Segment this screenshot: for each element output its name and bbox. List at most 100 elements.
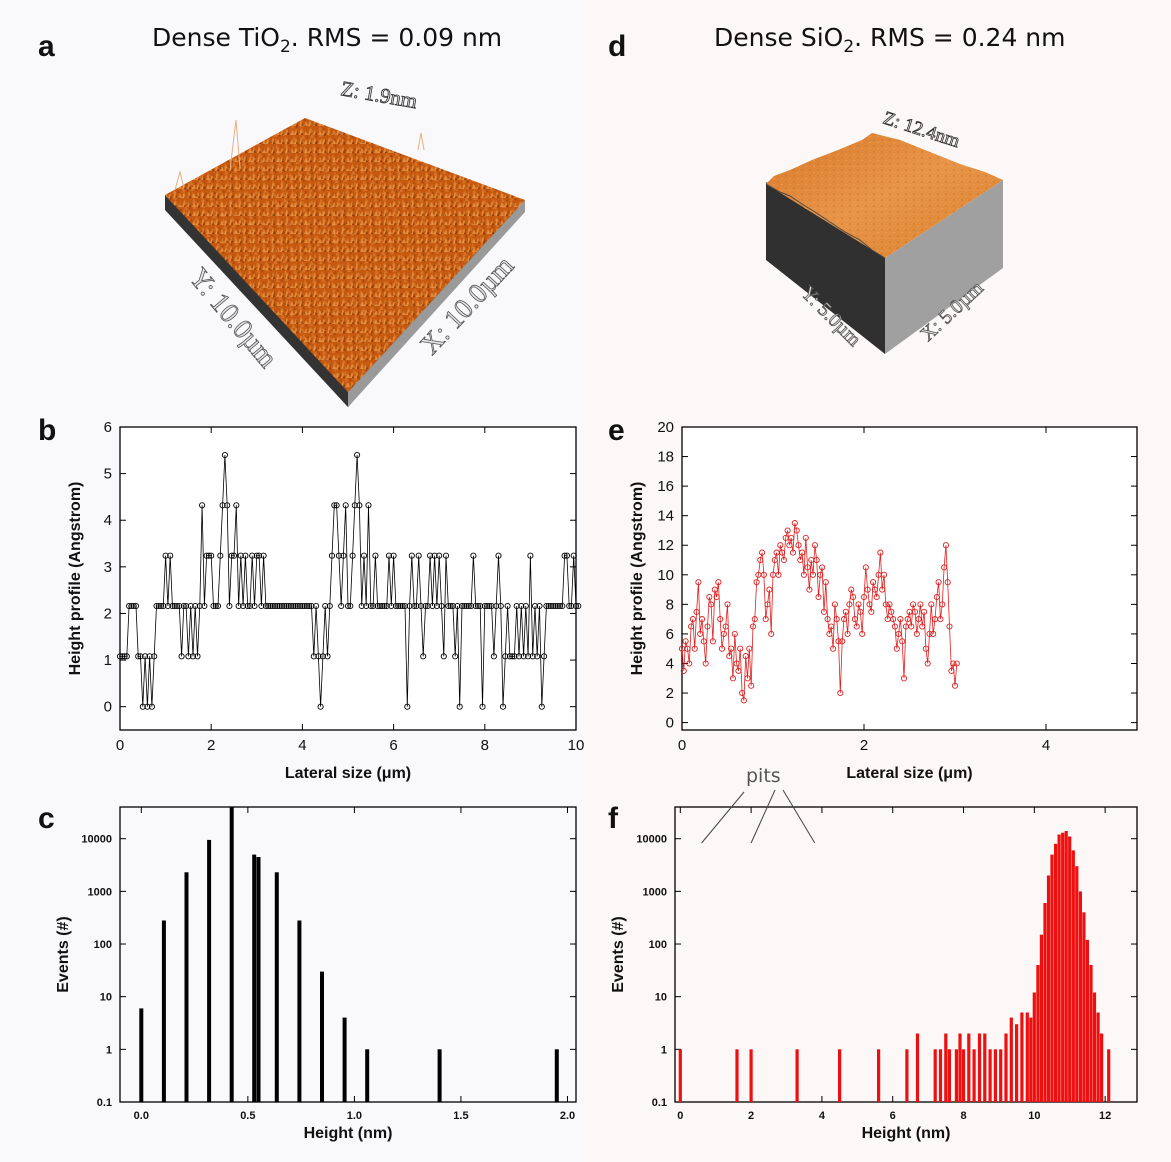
data-point bbox=[515, 653, 523, 660]
data-point bbox=[157, 602, 165, 610]
data-point bbox=[230, 552, 238, 559]
histogram-bar bbox=[274, 872, 279, 1102]
histogram-bar bbox=[207, 839, 212, 1102]
data-point bbox=[420, 653, 427, 660]
histogram-bar bbox=[1043, 903, 1047, 1102]
data-point bbox=[256, 552, 263, 559]
y-tick-label: 3 bbox=[104, 559, 112, 576]
data-point bbox=[189, 653, 197, 660]
histogram-bar bbox=[252, 854, 257, 1102]
data-point bbox=[192, 602, 199, 610]
histogram-bar bbox=[977, 1033, 982, 1102]
data-point bbox=[695, 579, 702, 586]
data-point bbox=[465, 602, 472, 610]
data-point bbox=[326, 602, 333, 610]
data-point bbox=[287, 602, 295, 610]
data-point bbox=[397, 602, 404, 610]
panel-label-a: a bbox=[38, 30, 55, 63]
histogram-bar bbox=[1050, 854, 1054, 1102]
data-point bbox=[258, 602, 265, 610]
data-point bbox=[717, 616, 724, 623]
histogram-bar bbox=[1082, 912, 1086, 1102]
data-point bbox=[331, 502, 338, 509]
x-tick-label: 2 bbox=[748, 1110, 754, 1122]
x-axis-label: Height (nm) bbox=[304, 1125, 393, 1142]
pits-annotation-lines bbox=[701, 789, 816, 844]
data-point bbox=[908, 623, 915, 630]
data-point bbox=[404, 703, 411, 710]
histogram-bar bbox=[1061, 832, 1065, 1102]
data-point bbox=[283, 602, 290, 610]
data-point bbox=[888, 608, 895, 615]
data-point bbox=[917, 601, 924, 608]
data-point bbox=[303, 602, 311, 610]
data-point bbox=[322, 602, 329, 610]
chart-f-height-histogram-sio2: 0 2 4 6 8 10 12 0.1 1 10 100 1000 10000 Height (nm) Ev… bbox=[610, 806, 1138, 1142]
data-point bbox=[693, 608, 700, 615]
data-point bbox=[846, 601, 853, 608]
y-axis-label: Height profile (Angstrom) bbox=[67, 482, 84, 676]
data-point bbox=[146, 653, 153, 660]
y-tick-label: 10 bbox=[655, 992, 667, 1004]
data-point bbox=[733, 660, 740, 667]
data-point bbox=[820, 608, 828, 615]
data-point bbox=[862, 564, 869, 571]
data-point bbox=[445, 602, 452, 610]
data-point bbox=[344, 602, 352, 610]
data-point bbox=[408, 552, 415, 559]
data-point bbox=[828, 623, 835, 630]
data-point bbox=[456, 703, 463, 710]
histogram-bar bbox=[1089, 965, 1093, 1102]
data-point bbox=[240, 602, 247, 610]
data-point bbox=[543, 602, 550, 610]
data-point bbox=[942, 542, 949, 549]
data-point bbox=[833, 616, 840, 623]
data-point bbox=[946, 623, 953, 630]
data-point bbox=[137, 653, 144, 660]
data-point bbox=[840, 616, 848, 623]
data-point bbox=[328, 552, 336, 559]
data-point bbox=[928, 601, 935, 608]
data-point bbox=[310, 653, 317, 660]
data-point bbox=[178, 653, 185, 660]
x-tick-label: 10 bbox=[1028, 1110, 1040, 1122]
data-point bbox=[285, 602, 292, 610]
data-point bbox=[237, 552, 244, 559]
data-point bbox=[760, 571, 767, 578]
data-point bbox=[260, 552, 267, 559]
data-point bbox=[691, 645, 698, 652]
data-point bbox=[381, 602, 388, 610]
data-point bbox=[886, 601, 893, 608]
data-point bbox=[536, 602, 543, 610]
data-point bbox=[495, 552, 502, 559]
histogram-bar bbox=[735, 1049, 739, 1102]
data-point bbox=[162, 552, 169, 559]
data-point bbox=[342, 502, 349, 509]
plot-frame-c bbox=[119, 806, 577, 1103]
data-point bbox=[351, 502, 358, 509]
data-point bbox=[383, 602, 390, 610]
data-point bbox=[119, 653, 126, 660]
data-point bbox=[737, 645, 744, 652]
histogram-bar bbox=[161, 920, 166, 1102]
data-point bbox=[511, 653, 518, 660]
data-point bbox=[340, 552, 347, 559]
data-point bbox=[748, 682, 755, 689]
histogram-bar bbox=[1107, 1049, 1111, 1102]
histogram-bar bbox=[838, 1049, 842, 1102]
data-point bbox=[900, 675, 908, 682]
data-point bbox=[354, 451, 361, 459]
data-point bbox=[214, 602, 222, 610]
data-point bbox=[844, 630, 851, 637]
y-tick-label: 6 bbox=[104, 419, 112, 436]
data-point bbox=[740, 697, 747, 704]
data-point bbox=[759, 549, 766, 556]
data-point bbox=[376, 602, 383, 610]
data-point bbox=[290, 602, 297, 610]
data-point bbox=[926, 630, 933, 637]
data-point bbox=[550, 602, 557, 610]
data-point bbox=[395, 602, 402, 610]
data-point bbox=[454, 602, 461, 610]
data-point bbox=[941, 564, 948, 571]
data-point bbox=[271, 602, 279, 610]
